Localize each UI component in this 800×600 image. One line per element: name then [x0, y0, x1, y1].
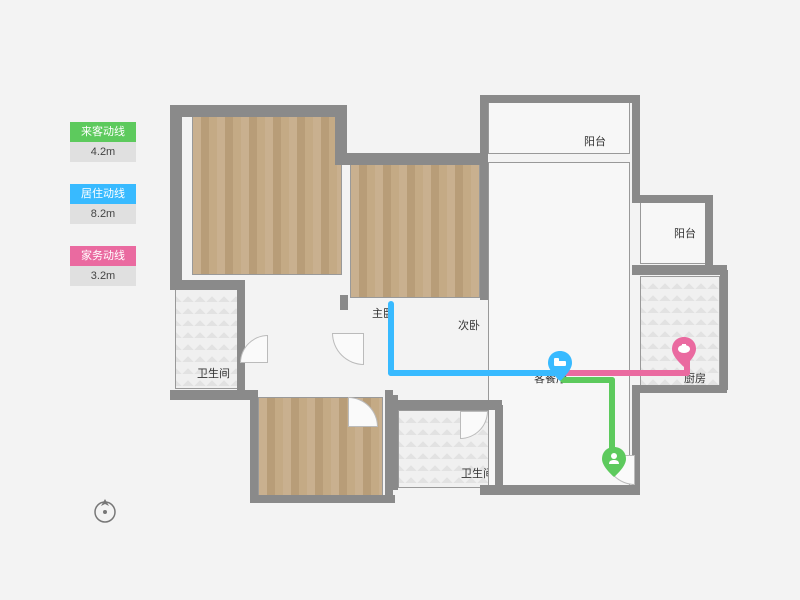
legend-label: 家务动线: [70, 246, 136, 266]
room-second_bedroom_1: [350, 162, 480, 298]
legend-label: 居住动线: [70, 184, 136, 204]
wall: [705, 195, 713, 270]
wall: [480, 95, 488, 163]
wall: [632, 195, 712, 203]
wall: [390, 400, 502, 410]
marker-pot-icon: [672, 337, 696, 367]
wall: [495, 405, 503, 490]
legend-item-guest: 来客动线 4.2m: [70, 122, 136, 162]
path-blue: [388, 370, 560, 376]
wall: [250, 390, 258, 500]
wall: [632, 385, 727, 393]
wall: [345, 153, 485, 165]
compass-icon: [90, 495, 120, 530]
wall: [480, 485, 640, 495]
wall: [480, 95, 640, 103]
path-pink: [560, 370, 690, 376]
wall: [340, 295, 348, 310]
marker-person-icon: [602, 447, 626, 477]
room-master_bedroom: [192, 114, 342, 275]
wall: [170, 105, 182, 285]
room-balcony_1: [488, 100, 630, 154]
legend-item-living: 居住动线 8.2m: [70, 184, 136, 224]
legend-label: 来客动线: [70, 122, 136, 142]
wall: [632, 95, 640, 200]
room-label-balcony_2: 阳台: [674, 225, 696, 241]
room-label-second_bedroom_1: 次卧: [458, 317, 480, 333]
wall: [632, 265, 727, 275]
room-label-balcony_1: 阳台: [584, 133, 606, 149]
wall: [170, 280, 245, 290]
wall: [335, 105, 347, 165]
legend-item-housework: 家务动线 3.2m: [70, 246, 136, 286]
legend-value: 8.2m: [70, 204, 136, 224]
door-arc: [332, 333, 364, 365]
legend-value: 3.2m: [70, 266, 136, 286]
room-label-bathroom_1: 卫生间: [197, 365, 230, 381]
path-green: [609, 377, 615, 452]
room-balcony_2: [640, 202, 706, 264]
marker-bed-icon: [548, 351, 572, 381]
floorplan: 主卧次卧次卧卫生间卫生间客餐厅厨房阳台阳台: [170, 95, 730, 515]
wall: [720, 270, 728, 390]
wall: [237, 280, 245, 395]
wall: [250, 495, 395, 503]
path-blue: [388, 301, 394, 376]
legend-value: 4.2m: [70, 142, 136, 162]
wall: [170, 105, 345, 117]
legend: 来客动线 4.2m 居住动线 8.2m 家务动线 3.2m: [70, 122, 136, 308]
wall: [480, 155, 488, 300]
